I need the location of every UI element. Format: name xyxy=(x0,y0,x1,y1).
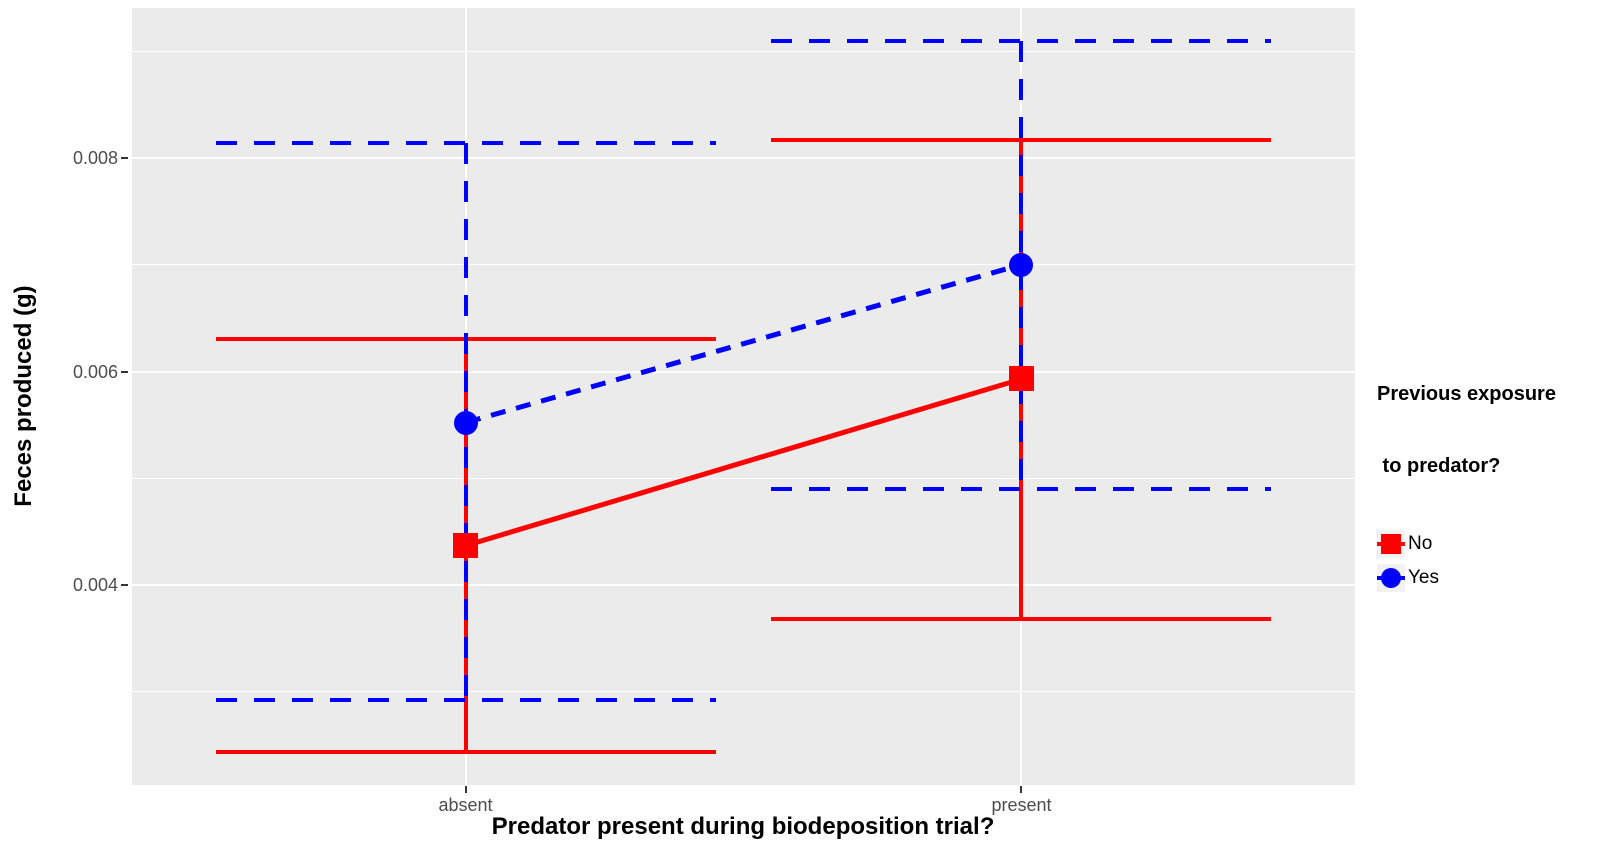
errorbar-cap-lower-no-absent xyxy=(215,749,716,754)
x-tick-label: absent xyxy=(438,795,493,815)
errorbar-cap-upper-yes-present xyxy=(771,38,1272,43)
point-yes-present xyxy=(1009,252,1034,277)
y-major-gridline xyxy=(132,370,1355,373)
legend-title: Previous exposure to predator? xyxy=(1377,334,1597,526)
y-axis-tick xyxy=(121,156,128,159)
y-tick-label: 0.006 xyxy=(72,361,118,382)
point-no-absent xyxy=(453,533,478,559)
square-point-icon xyxy=(1381,534,1401,554)
legend-label-yes: Yes xyxy=(1408,567,1439,588)
legend-title-line-2: to predator? xyxy=(1377,455,1501,477)
y-major-gridline xyxy=(132,584,1355,587)
y-tick-label: 0.004 xyxy=(72,575,118,596)
legend-key-yes xyxy=(1377,564,1405,592)
x-axis-tick xyxy=(464,786,467,793)
legend-key-no xyxy=(1377,530,1405,558)
circle-point-icon xyxy=(1381,568,1401,588)
y-minor-gridline xyxy=(132,691,1355,693)
legend: Previous exposure to predator? No Yes xyxy=(1377,334,1597,594)
plot-panel xyxy=(132,8,1355,785)
legend-entry-yes: Yes xyxy=(1377,562,1597,594)
legend-title-line-1: Previous exposure xyxy=(1377,383,1556,405)
y-minor-gridline xyxy=(132,50,1355,52)
x-axis-tick xyxy=(1020,786,1023,793)
point-no-present xyxy=(1008,366,1034,392)
y-tick-label: 0.008 xyxy=(72,147,118,168)
x-tick-label: present xyxy=(991,795,1052,815)
errorbar-cap-lower-yes-absent xyxy=(215,698,716,703)
y-major-gridline xyxy=(132,156,1355,159)
x-axis-title: Predator present during biodeposition tr… xyxy=(491,813,995,840)
errorbar-cap-upper-yes-absent xyxy=(215,141,716,146)
y-minor-gridline xyxy=(132,264,1355,266)
legend-label-no: No xyxy=(1408,533,1433,554)
legend-entry-no: No xyxy=(1377,528,1597,560)
errorbar-cap-lower-no-present xyxy=(771,617,1272,622)
y-axis-tick xyxy=(121,370,128,373)
point-yes-absent xyxy=(453,410,478,435)
trend-line-no xyxy=(464,376,1023,548)
y-minor-gridline xyxy=(132,477,1355,479)
y-axis-title: Feces produced (g) xyxy=(10,285,37,507)
errorbar-cap-lower-yes-present xyxy=(771,486,1272,491)
y-axis-tick xyxy=(121,584,128,587)
